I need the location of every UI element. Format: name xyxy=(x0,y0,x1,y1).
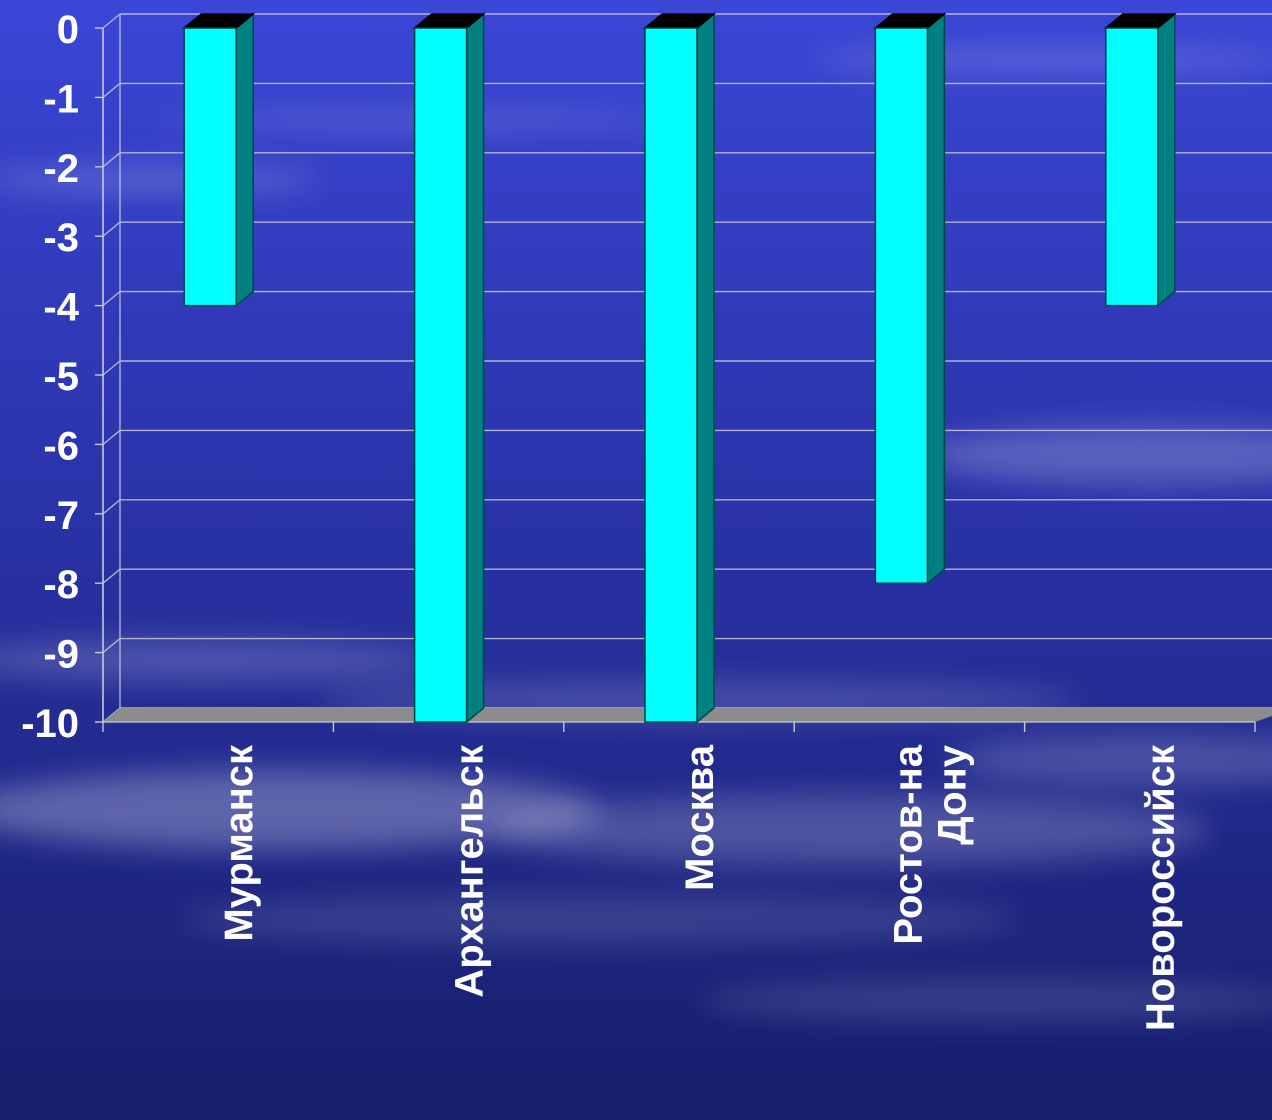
gridline-slant xyxy=(102,13,121,29)
bar-group xyxy=(873,12,947,585)
gridline-slant xyxy=(102,221,121,237)
y-tick-label: -3 xyxy=(43,216,79,260)
x-category-label: Мурманск xyxy=(217,744,261,942)
y-tick-label: -2 xyxy=(43,147,79,191)
x-category-label-line: Архангельск xyxy=(448,744,492,998)
bar xyxy=(644,27,698,723)
bar xyxy=(874,27,929,584)
bar-side xyxy=(696,12,715,724)
gridline-slant xyxy=(102,360,121,376)
gridline-slant xyxy=(102,499,121,515)
bar-group xyxy=(182,12,256,308)
bar-group xyxy=(1103,12,1177,308)
x-category-label: Архангельск xyxy=(448,744,492,998)
y-tick-label: 0 xyxy=(57,8,79,52)
y-tick-label: -5 xyxy=(43,355,79,399)
x-category-label: Москва xyxy=(678,744,722,891)
bar-group xyxy=(642,12,717,724)
bars xyxy=(182,12,1177,724)
bar-side xyxy=(1157,12,1176,308)
y-tick-label: -8 xyxy=(43,563,79,607)
bar xyxy=(1105,27,1159,307)
gridline-slant xyxy=(102,82,121,98)
y-tick-label: -4 xyxy=(43,286,79,330)
y-tick-label: -7 xyxy=(43,494,79,538)
x-category-label-line: Ростов-на xyxy=(886,744,930,944)
x-category-label-line: Новороссийск xyxy=(1139,744,1183,1031)
x-axis-category-labels: Мурманск Архангельск Москва Ростов-наДону Но… xyxy=(217,744,1183,1031)
bar-side xyxy=(926,12,946,585)
x-category-label-line: Москва xyxy=(678,744,722,891)
bar xyxy=(183,27,237,307)
gridline-slant xyxy=(102,152,121,168)
bar-side xyxy=(465,12,485,724)
x-category-label: Новороссийск xyxy=(1139,744,1183,1031)
x-category-label-line: Дону xyxy=(930,744,974,845)
x-category-label-line: Мурманск xyxy=(217,744,261,942)
bar-group xyxy=(412,12,486,724)
y-tick-label: -9 xyxy=(43,633,79,677)
bar-side xyxy=(235,12,254,308)
gridline-slant xyxy=(102,568,121,584)
y-tick-label: -10 xyxy=(21,702,79,746)
bar xyxy=(413,27,468,723)
x-category-label: Ростов-наДону xyxy=(886,744,974,944)
y-tick-label: -6 xyxy=(43,424,79,468)
gridline-slant xyxy=(102,638,121,654)
y-axis-tick-labels: 0 -1 -2 -3 -4 -5 -6 -7 -8 -9 -10 xyxy=(21,8,80,746)
y-tick-label: -1 xyxy=(43,77,79,121)
gridline-slant xyxy=(102,291,121,307)
gridline-slant xyxy=(102,429,121,445)
